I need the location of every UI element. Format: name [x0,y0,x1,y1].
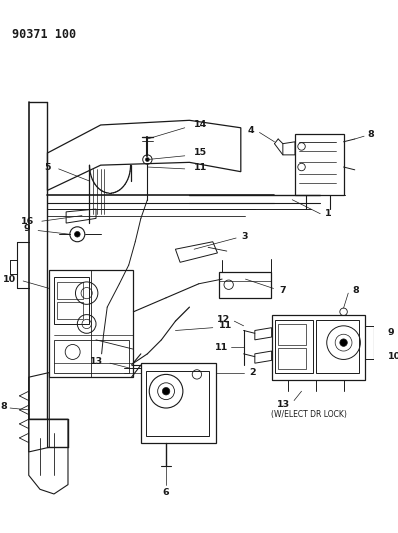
Bar [141,363,216,442]
Bar [219,272,271,298]
Bar [57,302,83,319]
Circle shape [162,387,170,395]
Text: 6: 6 [163,488,170,497]
Circle shape [74,231,80,237]
Bar [54,340,129,373]
Text: (W/ELECT DR LOCK): (W/ELECT DR LOCK) [271,410,347,419]
Circle shape [340,339,347,346]
Text: 7: 7 [279,286,286,295]
Text: 12: 12 [217,315,230,324]
Text: 10: 10 [388,352,398,361]
Text: 16: 16 [21,217,34,225]
Circle shape [146,158,149,161]
Bar [278,348,306,369]
Text: 5: 5 [45,163,51,172]
Text: 3: 3 [242,232,248,240]
Text: 4: 4 [247,126,254,135]
Text: 2: 2 [249,368,256,377]
Bar [54,277,90,324]
Text: 13: 13 [90,357,103,366]
Text: 1: 1 [325,209,332,218]
Text: 11: 11 [215,343,228,352]
Bar [316,320,359,374]
Bar [49,270,133,377]
Text: 11: 11 [219,321,232,330]
Bar [295,134,343,195]
Text: 11: 11 [194,163,207,172]
Text: 8: 8 [352,286,359,295]
Text: 15: 15 [194,149,207,157]
Text: 8: 8 [368,130,375,139]
Bar [275,320,313,374]
Text: 9: 9 [388,328,394,337]
Bar [272,314,365,380]
Text: 90371 100: 90371 100 [12,28,76,41]
Bar [146,370,209,436]
Bar [57,282,83,298]
Text: 8: 8 [0,402,7,410]
Text: 10: 10 [2,274,16,284]
Text: 9: 9 [24,224,31,233]
Text: 13: 13 [277,400,290,409]
Text: 14: 14 [194,120,207,130]
Bar [278,324,306,344]
